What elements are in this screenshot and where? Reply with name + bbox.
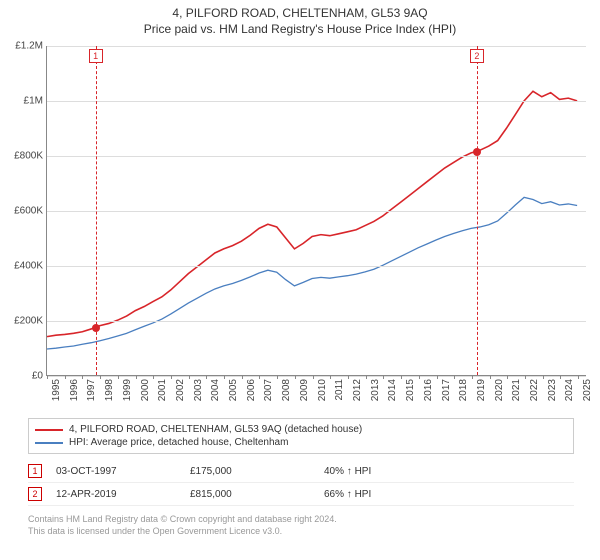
x-axis-label: 2003 bbox=[189, 375, 204, 401]
grid-line bbox=[47, 321, 586, 322]
sale-date: 03-OCT-1997 bbox=[56, 466, 176, 477]
x-axis-label: 2001 bbox=[153, 375, 168, 401]
series-line-hpi bbox=[47, 197, 577, 349]
legend-item: HPI: Average price, detached house, Chel… bbox=[35, 436, 567, 449]
sale-delta: 40% ↑ HPI bbox=[324, 466, 444, 477]
series-line-price_paid bbox=[47, 91, 577, 336]
x-axis-label: 1999 bbox=[118, 375, 133, 401]
x-axis-label: 2000 bbox=[136, 375, 151, 401]
x-axis-label: 2006 bbox=[242, 375, 257, 401]
x-axis-label: 2022 bbox=[525, 375, 540, 401]
x-axis-label: 2014 bbox=[383, 375, 398, 401]
grid-line bbox=[47, 211, 586, 212]
y-axis-label: £200K bbox=[14, 316, 47, 327]
x-axis-label: 2013 bbox=[366, 375, 381, 401]
plot-area: £0£200K£400K£600K£800K£1M£1.2M1995199619… bbox=[46, 46, 586, 376]
x-axis-label: 2023 bbox=[543, 375, 558, 401]
footer-attribution: Contains HM Land Registry data © Crown c… bbox=[28, 514, 574, 537]
marker-badge: 1 bbox=[89, 49, 103, 63]
y-axis-label: £0 bbox=[32, 371, 47, 382]
x-axis-label: 2021 bbox=[507, 375, 522, 401]
sale-row: 1 03-OCT-1997 £175,000 40% ↑ HPI bbox=[28, 460, 574, 483]
x-axis-label: 1998 bbox=[100, 375, 115, 401]
sales-table: 1 03-OCT-1997 £175,000 40% ↑ HPI 2 12-APR-201… bbox=[28, 460, 574, 506]
sale-price: £175,000 bbox=[190, 466, 310, 477]
x-axis-label: 2010 bbox=[313, 375, 328, 401]
grid-line bbox=[47, 46, 586, 47]
grid-line bbox=[47, 101, 586, 102]
x-axis-label: 1996 bbox=[65, 375, 80, 401]
legend-item: 4, PILFORD ROAD, CHELTENHAM, GL53 9AQ (d… bbox=[35, 423, 567, 436]
x-axis-label: 1995 bbox=[47, 375, 62, 401]
footer-line: Contains HM Land Registry data © Crown c… bbox=[28, 514, 574, 526]
x-axis-label: 2008 bbox=[277, 375, 292, 401]
x-axis-label: 2017 bbox=[437, 375, 452, 401]
sale-delta: 66% ↑ HPI bbox=[324, 489, 444, 500]
sale-date: 12-APR-2019 bbox=[56, 489, 176, 500]
x-axis-label: 2004 bbox=[206, 375, 221, 401]
legend-box: 4, PILFORD ROAD, CHELTENHAM, GL53 9AQ (d… bbox=[28, 418, 574, 454]
marker-vline bbox=[477, 46, 478, 375]
x-axis-label: 2024 bbox=[560, 375, 575, 401]
marker-dot bbox=[92, 324, 100, 332]
x-axis-label: 2011 bbox=[330, 375, 345, 401]
chart-title: 4, PILFORD ROAD, CHELTENHAM, GL53 9AQ bbox=[0, 0, 600, 20]
x-axis-label: 2002 bbox=[171, 375, 186, 401]
sale-marker-badge: 1 bbox=[28, 464, 42, 478]
y-axis-label: £1M bbox=[24, 96, 47, 107]
chart-container: 4, PILFORD ROAD, CHELTENHAM, GL53 9AQ Pr… bbox=[0, 0, 600, 560]
x-axis-label: 2018 bbox=[454, 375, 469, 401]
x-axis-label: 2012 bbox=[348, 375, 363, 401]
x-axis-label: 2015 bbox=[401, 375, 416, 401]
x-axis-label: 2025 bbox=[578, 375, 593, 401]
x-axis-label: 2019 bbox=[472, 375, 487, 401]
x-axis-label: 2016 bbox=[419, 375, 434, 401]
marker-dot bbox=[473, 148, 481, 156]
grid-line bbox=[47, 266, 586, 267]
legend-label: 4, PILFORD ROAD, CHELTENHAM, GL53 9AQ (d… bbox=[69, 424, 362, 435]
marker-badge: 2 bbox=[470, 49, 484, 63]
sale-row: 2 12-APR-2019 £815,000 66% ↑ HPI bbox=[28, 483, 574, 506]
y-axis-label: £800K bbox=[14, 151, 47, 162]
legend-swatch bbox=[35, 442, 63, 444]
footer-line: This data is licensed under the Open Gov… bbox=[28, 526, 574, 538]
legend-label: HPI: Average price, detached house, Chel… bbox=[69, 437, 288, 448]
x-axis-label: 1997 bbox=[82, 375, 97, 401]
chart-subtitle: Price paid vs. HM Land Registry's House … bbox=[0, 20, 600, 36]
sale-price: £815,000 bbox=[190, 489, 310, 500]
y-axis-label: £400K bbox=[14, 261, 47, 272]
x-axis-label: 2007 bbox=[259, 375, 274, 401]
sale-marker-badge: 2 bbox=[28, 487, 42, 501]
legend-swatch bbox=[35, 429, 63, 431]
grid-line bbox=[47, 156, 586, 157]
y-axis-label: £1.2M bbox=[15, 41, 47, 52]
x-axis-label: 2020 bbox=[490, 375, 505, 401]
x-axis-label: 2009 bbox=[295, 375, 310, 401]
y-axis-label: £600K bbox=[14, 206, 47, 217]
x-axis-label: 2005 bbox=[224, 375, 239, 401]
